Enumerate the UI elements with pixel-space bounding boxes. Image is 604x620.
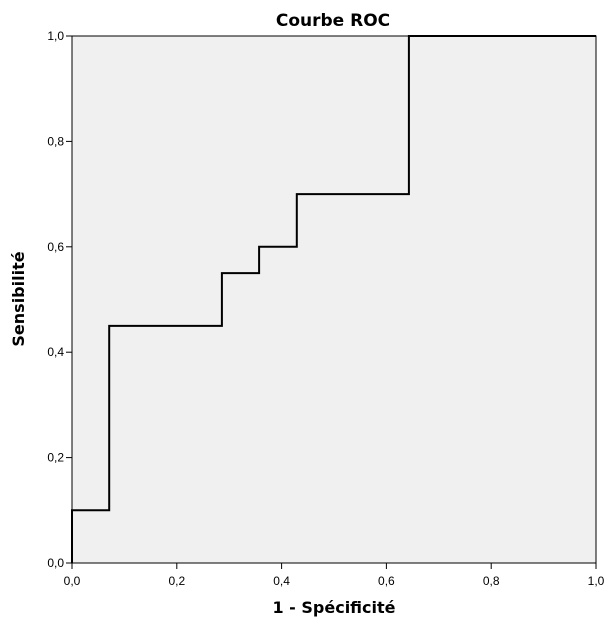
x-axis-label: 1 - Spécificité — [272, 598, 395, 617]
y-axis-label: Sensibilité — [9, 251, 28, 346]
chart-title: Courbe ROC — [276, 11, 390, 31]
x-axis: 0,0 0,2 0,4 0,6 0,8 1,0 — [64, 563, 604, 588]
x-tick-label: 0,8 — [483, 574, 500, 588]
y-tick-label: 0,4 — [47, 345, 64, 359]
x-tick-label: 1,0 — [588, 574, 604, 588]
x-tick-label: 0,6 — [378, 574, 395, 588]
y-tick-label: 0,8 — [47, 134, 64, 148]
x-tick-label: 0,0 — [64, 574, 81, 588]
plot-area — [71, 35, 597, 564]
y-tick-label: 0,0 — [47, 556, 64, 570]
y-tick-label: 1,0 — [47, 29, 64, 43]
x-tick-label: 0,2 — [168, 574, 185, 588]
x-tick-label: 0,4 — [273, 574, 290, 588]
y-axis: 0,0 0,2 0,4 0,6 0,8 1,0 — [47, 29, 72, 570]
y-tick-label: 0,2 — [47, 451, 64, 465]
y-tick-label: 0,6 — [47, 240, 64, 254]
roc-curve — [71, 35, 596, 563]
